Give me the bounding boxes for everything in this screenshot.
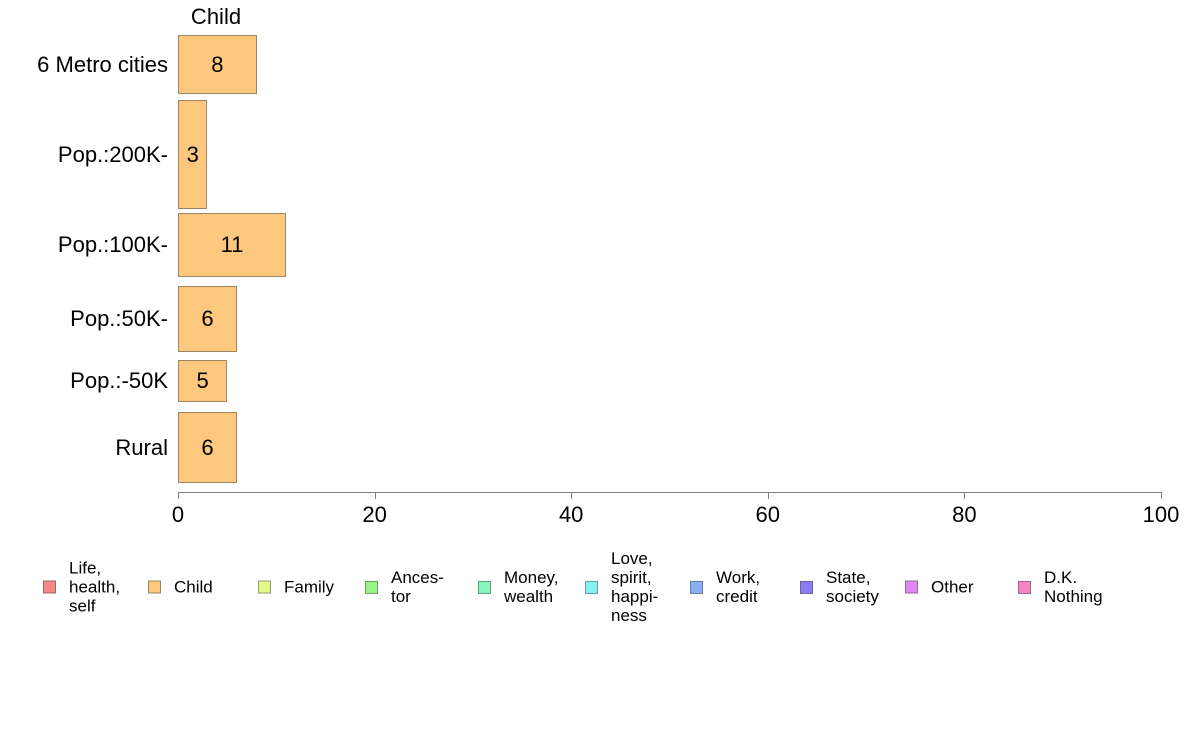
y-axis-label-pop-50k: Pop.:50K-: [70, 306, 168, 331]
legend-swatch-work-credit: [690, 580, 703, 594]
legend-item-family: Family: [258, 577, 334, 596]
legend-label: D.K. Nothing: [1044, 567, 1103, 606]
legend-swatch-life-health-self: [43, 580, 56, 594]
y-axis-label-pop-200k: Pop.:200K-: [57, 141, 168, 167]
legend-label: Ances- tor: [391, 567, 444, 606]
legend-item-work-credit: Work, credit: [690, 568, 760, 606]
bar-pop-50k: 5: [178, 360, 228, 402]
x-axis-tick-label: 40: [558, 502, 584, 527]
x-axis-tick-label: 80: [952, 502, 977, 527]
legend-swatch-love-spirit-happi-ness: [585, 580, 598, 594]
x-axis-tick: [571, 492, 573, 499]
bar-pop-200k: 3: [178, 100, 208, 209]
legend-item-love-spirit-happi-ness: Love, spirit, happi- ness: [585, 549, 658, 625]
legend-item-other: Other: [905, 577, 974, 596]
legend-label: Child: [174, 577, 213, 597]
legend-label: Love, spirit, happi- ness: [611, 548, 659, 626]
legend-swatch-d-k-nothing: [1018, 580, 1031, 594]
bar-pop-100k: 11: [178, 213, 287, 277]
x-axis-tick: [767, 492, 769, 499]
y-axis-label-rural: Rural: [115, 434, 168, 460]
x-axis-tick-label: 60: [755, 502, 781, 527]
x-axis-tick-label: 0: [171, 502, 185, 527]
legend-label: Money, wealth: [504, 567, 559, 606]
bar-value-label: 5: [196, 368, 209, 393]
y-axis-label-pop-100k: Pop.:100K-: [57, 232, 168, 257]
legend-swatch-state-society: [800, 580, 813, 594]
bar-6-metro-cities: 8: [178, 35, 257, 94]
legend-label: Work, credit: [716, 567, 761, 606]
legend-label: Life, health, self: [69, 558, 121, 616]
x-axis-line: [178, 492, 1161, 493]
legend-item-d-k-nothing: D.K. Nothing: [1018, 568, 1103, 606]
x-axis-tick-label: 100: [1142, 502, 1180, 527]
legend-swatch-money-wealth: [478, 580, 491, 594]
bar-value-label: 3: [186, 141, 199, 167]
bar-value-label: 6: [201, 434, 214, 460]
legend-item-ances-tor: Ances- tor: [365, 568, 444, 606]
y-axis-label-pop-50k: Pop.:-50K: [70, 368, 168, 393]
y-axis-label-6-metro-cities: 6 Metro cities: [37, 51, 168, 77]
legend-item-money-wealth: Money, wealth: [478, 568, 559, 606]
legend-item-life-health-self: Life, health, self: [43, 558, 121, 616]
legend-swatch-ances-tor: [365, 580, 378, 594]
bar-value-label: 6: [201, 306, 214, 331]
bar-pop-50k: 6: [178, 286, 237, 352]
bar-value-label: 8: [211, 51, 224, 77]
legend-swatch-child: [148, 580, 161, 594]
bar-value-label: 11: [220, 232, 244, 257]
x-axis-tick: [1161, 492, 1162, 499]
x-axis-tick: [374, 492, 376, 499]
x-axis-tick: [178, 492, 179, 499]
legend-item-state-society: State, society: [800, 568, 879, 606]
legend-label: Family: [284, 577, 335, 597]
bar-rural: 6: [178, 412, 237, 483]
chart-title: Child: [190, 4, 242, 29]
legend-swatch-family: [258, 580, 271, 594]
legend-label: Other: [931, 577, 974, 597]
legend-swatch-other: [905, 580, 918, 594]
x-axis-tick-label: 20: [362, 502, 387, 527]
legend-item-child: Child: [148, 577, 213, 596]
legend-label: State, society: [826, 567, 879, 606]
x-axis-tick: [964, 492, 966, 499]
